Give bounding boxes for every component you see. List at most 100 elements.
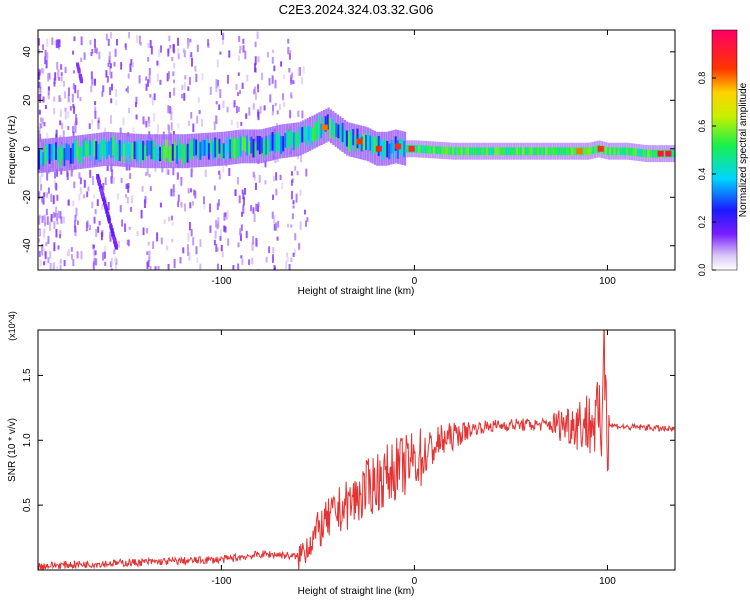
spectrogram-speckle — [55, 182, 58, 191]
spectrogram-feature — [76, 64, 80, 69]
spectrogram-feature — [114, 241, 118, 247]
spectrogram-ridge-cell — [331, 118, 334, 135]
spectrogram-streak — [190, 168, 193, 174]
spectrogram-ridge-cell — [445, 146, 448, 155]
spectrogram-speckle — [57, 69, 60, 79]
spectrogram-streak — [71, 169, 74, 173]
spectrogram-speckle — [251, 242, 254, 251]
spectrogram-speckle — [53, 96, 56, 102]
spectrogram-speckle — [115, 262, 118, 270]
spectrogram-streak — [274, 102, 277, 106]
spectrogram-speckle — [286, 252, 289, 257]
spectrogram-speckle — [53, 212, 56, 218]
spectrogram-speckle — [160, 45, 163, 53]
spectrogram-speckle — [43, 192, 46, 197]
spectrogram-ridge-cell — [301, 127, 304, 143]
spectrogram-speckle — [109, 115, 112, 124]
spectrogram-ridge-cell — [190, 140, 193, 160]
spectrogram-speckle — [50, 214, 53, 222]
spectrogram-streak — [189, 202, 192, 209]
spectrogram-speckle — [232, 265, 235, 270]
spectrogram-speckle — [187, 232, 190, 242]
spectrogram-ridge-cell — [541, 147, 544, 156]
spectrogram-streak — [242, 45, 245, 53]
spectrogram-streak — [252, 207, 255, 214]
spectrogram-streak — [56, 194, 59, 201]
spectrogram-ridge-cell — [343, 129, 346, 148]
spectrogram-speckle — [173, 87, 176, 96]
spectrogram-speckle — [91, 201, 94, 209]
spectrogram-speckle — [209, 225, 212, 233]
spectrogram-ridge-cell — [80, 145, 83, 163]
snr-y-ticks: 0.5 1.0 1.5 — [22, 368, 675, 512]
spectrogram-ridge-cell — [469, 147, 472, 156]
spectrogram-speckle — [278, 104, 281, 111]
spectrogram-speckle — [299, 221, 302, 230]
spectrogram-streak — [128, 226, 131, 230]
spectrogram-ridge-cell — [422, 145, 425, 154]
spectrogram-feature — [111, 231, 115, 237]
spectrogram-speckle — [196, 257, 199, 264]
spectrogram-speckle — [42, 96, 45, 103]
spectrogram-speckle — [138, 75, 141, 84]
spectrogram-speckle — [88, 224, 91, 231]
spectrogram-streak — [110, 98, 113, 104]
spectrogram-streak — [60, 168, 63, 175]
x-tick-label: -100 — [211, 576, 231, 587]
spectrogram-ridge-cell — [282, 136, 285, 152]
spectrogram-ridge-cell — [292, 132, 295, 151]
spectrogram-speckle — [173, 62, 176, 69]
spectrogram-streak — [147, 260, 150, 268]
y-tick-label: -20 — [22, 190, 33, 205]
spectrogram-streak — [277, 220, 280, 228]
spectrogram-speckle — [76, 220, 79, 225]
spectrogram-ridge-cell — [473, 147, 476, 156]
spectrogram-streak — [241, 189, 244, 194]
spectrogram-speckle — [202, 196, 205, 205]
spectrogram-streak — [146, 251, 149, 256]
spectrogram-speckle — [41, 117, 44, 125]
spectrogram-ridge-cell — [214, 137, 217, 158]
snr-x-ticks: -100 0 100 — [211, 330, 616, 587]
spectrogram-streak — [56, 213, 59, 222]
spectrogram-streak — [236, 92, 239, 97]
spectrogram-speckle — [45, 59, 48, 69]
spectrogram-streak — [272, 247, 275, 254]
spectrogram-speckle — [249, 205, 252, 212]
spectrogram-speckle — [103, 251, 106, 259]
spectrogram-ridge-cell — [364, 135, 367, 151]
spectrogram-streak — [287, 38, 290, 44]
spectrogram-speckle — [61, 122, 64, 130]
snr-series-line — [38, 330, 675, 570]
x-tick-label: -100 — [211, 276, 231, 287]
spectrogram-ridge-cell — [621, 147, 624, 156]
spectrogram-speckle — [50, 193, 53, 203]
spectrogram-streak — [92, 244, 95, 250]
spectrogram-speckle — [69, 106, 72, 111]
spectrogram-speckle — [124, 43, 127, 48]
spectrogram-streak — [216, 202, 219, 211]
spectrogram-speckle — [141, 185, 144, 192]
spectrogram-ridge-cell — [371, 136, 374, 155]
spectrogram-streak — [94, 101, 97, 106]
spectrogram-streak — [127, 183, 130, 188]
spectrogram-speckle — [245, 230, 248, 239]
spectrogram-streak — [110, 268, 113, 270]
spectrogram-ridge-cell — [265, 135, 268, 155]
spectrogram-ridge-cell — [549, 147, 552, 156]
spectrogram-streak — [273, 65, 276, 72]
spectrogram-feature — [107, 218, 111, 224]
spectrogram-ridge-cell — [263, 139, 266, 158]
spectrogram-speckle — [237, 106, 240, 112]
spectrogram-ridge-cell — [396, 140, 399, 160]
spectrogram-ridge-cell — [212, 141, 215, 160]
spectrogram-streak — [254, 182, 257, 191]
spectrogram-ridge-cell — [97, 144, 100, 163]
spectrogram-speckle — [239, 233, 242, 241]
spectrogram-streak — [72, 50, 75, 55]
spectrogram-speckle — [135, 96, 138, 104]
spectrogram-speckle — [80, 57, 83, 63]
spectrogram-speckle — [303, 209, 306, 215]
spectrogram-streak — [290, 257, 293, 263]
spectrogram-speckle — [73, 181, 76, 189]
